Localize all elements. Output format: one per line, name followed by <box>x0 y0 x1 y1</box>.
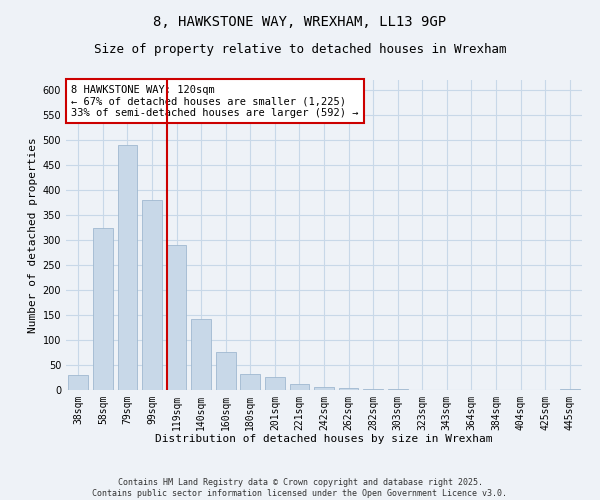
Bar <box>167 245 187 390</box>
Text: Size of property relative to detached houses in Wrexham: Size of property relative to detached ho… <box>94 42 506 56</box>
Bar <box>93 228 113 390</box>
Bar <box>68 375 88 390</box>
Bar <box>388 389 407 390</box>
Bar <box>364 388 383 390</box>
Bar <box>265 376 284 390</box>
Bar <box>241 374 260 390</box>
Text: Contains HM Land Registry data © Crown copyright and database right 2025.
Contai: Contains HM Land Registry data © Crown c… <box>92 478 508 498</box>
X-axis label: Distribution of detached houses by size in Wrexham: Distribution of detached houses by size … <box>155 434 493 444</box>
Text: 8, HAWKSTONE WAY, WREXHAM, LL13 9GP: 8, HAWKSTONE WAY, WREXHAM, LL13 9GP <box>154 15 446 29</box>
Bar <box>142 200 162 390</box>
Text: 8 HAWKSTONE WAY: 120sqm
← 67% of detached houses are smaller (1,225)
33% of semi: 8 HAWKSTONE WAY: 120sqm ← 67% of detache… <box>71 84 359 118</box>
Bar <box>314 386 334 390</box>
Bar <box>339 388 358 390</box>
Bar <box>118 145 137 390</box>
Bar <box>216 352 236 390</box>
Y-axis label: Number of detached properties: Number of detached properties <box>28 137 38 333</box>
Bar <box>560 388 580 390</box>
Bar <box>290 384 309 390</box>
Bar <box>191 318 211 390</box>
